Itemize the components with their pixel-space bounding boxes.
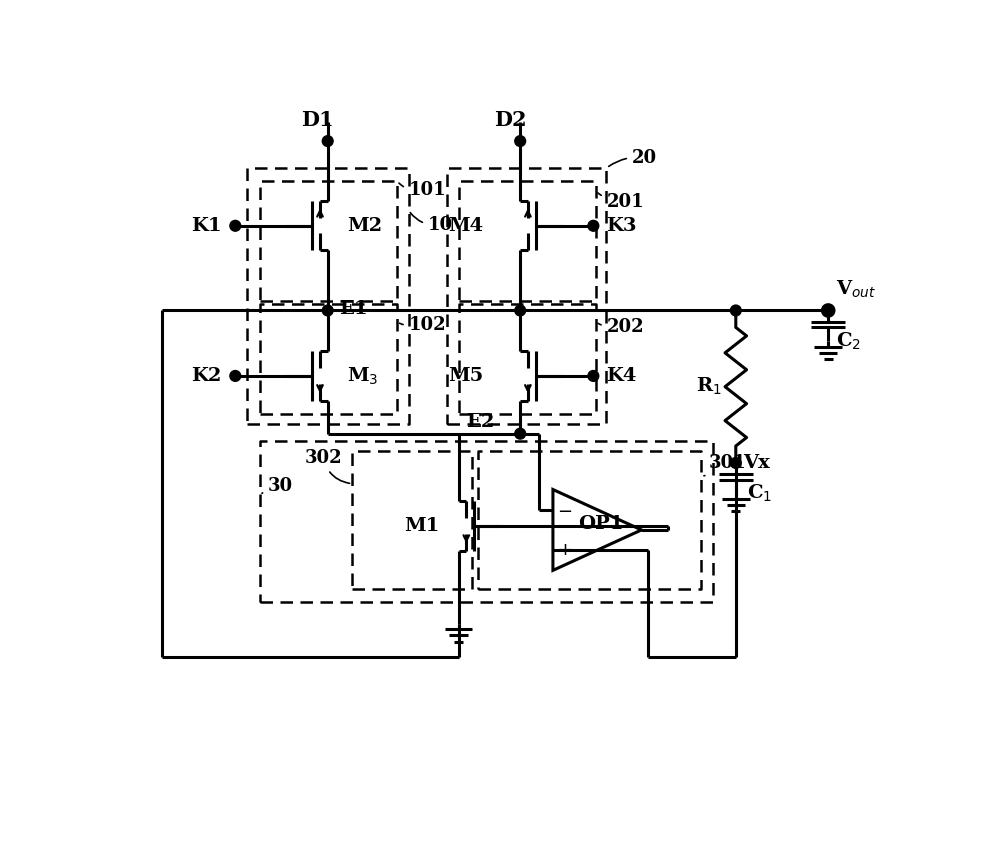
Circle shape — [822, 305, 834, 317]
Text: OP1: OP1 — [578, 514, 624, 533]
Text: 202: 202 — [598, 318, 644, 336]
Text: D2: D2 — [494, 109, 527, 130]
Text: K1: K1 — [191, 216, 221, 235]
Text: V$_{out}$: V$_{out}$ — [836, 279, 876, 300]
Text: 20: 20 — [609, 149, 657, 167]
Text: M4: M4 — [448, 216, 483, 235]
Text: E1: E1 — [339, 300, 368, 318]
Circle shape — [823, 305, 834, 316]
Text: 102: 102 — [400, 316, 446, 333]
Text: Vx: Vx — [744, 454, 770, 472]
Circle shape — [730, 305, 741, 316]
Circle shape — [515, 429, 526, 439]
Text: M5: M5 — [448, 367, 483, 385]
Text: M$_3$: M$_3$ — [347, 365, 378, 386]
Text: D1: D1 — [301, 109, 334, 130]
Circle shape — [230, 370, 241, 381]
Text: $+$: $+$ — [557, 541, 572, 559]
Text: E2: E2 — [466, 413, 495, 430]
Circle shape — [515, 136, 526, 147]
Text: 201: 201 — [598, 193, 644, 210]
Circle shape — [515, 305, 526, 316]
Text: K2: K2 — [191, 367, 221, 385]
Text: 302: 302 — [305, 449, 350, 483]
Text: M2: M2 — [347, 216, 382, 235]
Circle shape — [230, 221, 241, 232]
Text: C$_1$: C$_1$ — [747, 483, 772, 504]
Text: 301: 301 — [704, 455, 746, 476]
Text: K4: K4 — [606, 367, 637, 385]
Text: 30: 30 — [262, 477, 293, 495]
Text: $-$: $-$ — [557, 501, 572, 519]
Circle shape — [588, 221, 599, 232]
Text: 101: 101 — [399, 181, 446, 199]
Circle shape — [322, 136, 333, 147]
Text: M1: M1 — [404, 517, 439, 535]
Circle shape — [322, 305, 333, 316]
Text: C$_2$: C$_2$ — [836, 331, 861, 352]
Text: K3: K3 — [606, 216, 637, 235]
Circle shape — [730, 457, 741, 468]
Text: R$_1$: R$_1$ — [696, 376, 722, 397]
Text: 10: 10 — [410, 212, 453, 233]
Circle shape — [588, 370, 599, 381]
